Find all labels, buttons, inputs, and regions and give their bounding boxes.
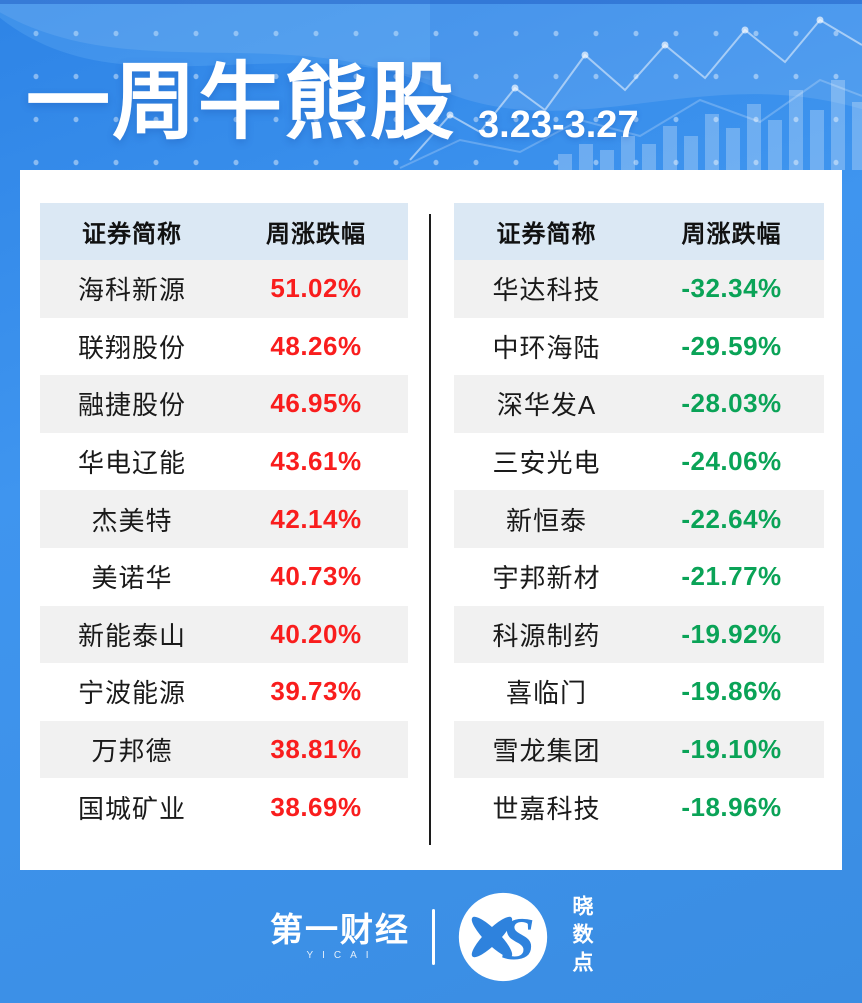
stock-name: 新恒泰 [505, 505, 587, 536]
stock-name: 雪龙集团 [492, 736, 601, 767]
stock-change: -19.92% [681, 618, 782, 649]
yicai-logo-text: 第一财经 [270, 910, 410, 948]
yicai-logo-subtext: YICAI [306, 949, 378, 961]
stock-name: 深华发A [496, 390, 597, 421]
dot-pattern-decoration [0, 0, 862, 170]
stock-name: 海科新源 [77, 275, 186, 306]
stock-change: 38.81% [270, 734, 362, 765]
stock-name: 新能泰山 [77, 620, 186, 651]
table-row: 宁波能源 39.73% [40, 663, 408, 721]
stock-name: 融捷股份 [77, 390, 186, 421]
yicai-logo: 第一财经 YICAI [270, 913, 410, 961]
column-header-name: 证券简称 [496, 221, 597, 248]
table-row: 杰美特 42.14% [40, 490, 408, 548]
stock-change: -29.59% [681, 330, 782, 361]
header-banner: 一周牛熊股 3.23-3.27 [0, 0, 862, 170]
stock-change: 42.14% [270, 503, 362, 534]
xiaoshudian-label: 晓数点 [570, 894, 593, 979]
page-title: 一周牛熊股 [26, 55, 457, 149]
table-row: 深华发A -28.03% [454, 375, 824, 433]
column-header-change: 周涨跌幅 [681, 221, 782, 248]
table-row: 海科新源 51.02% [40, 260, 408, 318]
date-range-label: 3.23-3.27 [478, 104, 639, 146]
stock-name: 万邦德 [91, 736, 173, 767]
stock-change: 38.69% [270, 791, 362, 822]
losers-table-header: 证券简称 周涨跌幅 [454, 203, 824, 260]
table-row: 科源制药 -19.92% [454, 605, 824, 664]
stock-name: 喜临门 [505, 678, 587, 709]
table-row: 世嘉科技 -18.96% [454, 778, 824, 836]
table-row: 联翔股份 48.26% [40, 318, 408, 376]
table-row: 中环海陆 -29.59% [454, 318, 824, 376]
table-row: 新能泰山 40.20% [40, 605, 408, 664]
column-header-name: 证券简称 [82, 221, 182, 248]
gainers-table-header: 证券简称 周涨跌幅 [40, 203, 408, 260]
table-row: 宇邦新材 -21.77% [454, 548, 824, 606]
table-row: 雪龙集团 -19.10% [454, 720, 824, 779]
top-edge-decoration [0, 0, 862, 4]
stock-change: -24.06% [681, 446, 782, 477]
stock-chart-decoration [0, 0, 862, 170]
stock-change: -19.10% [681, 734, 782, 765]
table-row: 美诺华 40.73% [40, 548, 408, 606]
stock-name: 世嘉科技 [492, 793, 601, 824]
table-row: 万邦德 38.81% [40, 720, 408, 779]
stock-change: 40.73% [270, 561, 362, 592]
table-row: 华达科技 -32.34% [454, 260, 824, 318]
table-row: 三安光电 -24.06% [454, 433, 824, 491]
stock-name: 华电辽能 [77, 448, 186, 479]
stock-name: 宁波能源 [77, 678, 186, 709]
stock-change: 39.73% [270, 676, 362, 707]
svg-text:S: S [501, 906, 535, 973]
table-row: 融捷股份 46.95% [40, 375, 408, 433]
stock-name: 杰美特 [91, 505, 173, 536]
stock-change: 43.61% [270, 446, 362, 477]
stock-name: 美诺华 [91, 563, 173, 594]
stock-name: 三安光电 [492, 448, 601, 479]
stock-name: 国城矿业 [77, 793, 186, 824]
stock-change: 40.20% [270, 618, 362, 649]
stock-change: -21.77% [681, 561, 782, 592]
stock-name: 宇邦新材 [492, 563, 601, 594]
logo-divider [432, 908, 435, 965]
stock-change: 48.26% [270, 330, 362, 361]
xs-monogram-icon: S [458, 892, 548, 981]
gainers-table: 证券简称 周涨跌幅 海科新源 51.02% 联翔股份 48.26% 融捷股份 4… [40, 203, 408, 836]
column-header-change: 周涨跌幅 [266, 221, 366, 248]
stock-name: 联翔股份 [77, 332, 186, 363]
tables-card: 证券简称 周涨跌幅 海科新源 51.02% 联翔股份 48.26% 融捷股份 4… [20, 170, 842, 870]
footer-brand-bar: 第一财经 YICAI S 晓数点 [0, 870, 862, 1003]
stock-change: -19.86% [681, 676, 782, 707]
stock-change: 46.95% [270, 388, 362, 419]
table-row: 新恒泰 -22.64% [454, 490, 824, 548]
stock-name: 中环海陆 [492, 332, 601, 363]
stock-name: 华达科技 [492, 275, 601, 306]
stock-change: -28.03% [681, 388, 782, 419]
stock-change: -22.64% [681, 503, 782, 534]
stock-change: 51.02% [270, 273, 362, 304]
table-row: 国城矿业 38.69% [40, 778, 408, 836]
stock-name: 科源制药 [492, 620, 601, 651]
stock-change: -18.96% [681, 791, 782, 822]
tables-divider-line [429, 214, 431, 845]
stock-change: -32.34% [681, 273, 782, 304]
table-row: 喜临门 -19.86% [454, 663, 824, 721]
table-row: 华电辽能 43.61% [40, 433, 408, 491]
losers-table: 证券简称 周涨跌幅 华达科技 -32.34% 中环海陆 -29.59% 深华发A… [454, 203, 824, 836]
